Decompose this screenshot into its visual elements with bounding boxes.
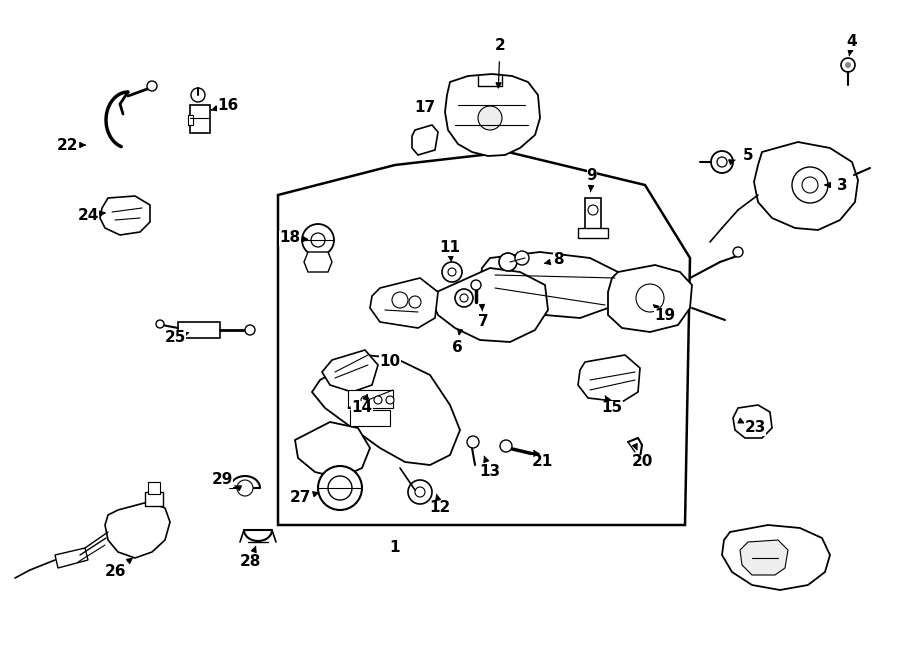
Circle shape <box>302 224 334 256</box>
Text: 20: 20 <box>631 455 652 469</box>
Bar <box>148 482 160 494</box>
Circle shape <box>448 268 456 276</box>
Circle shape <box>328 476 352 500</box>
Bar <box>188 115 193 125</box>
Text: 8: 8 <box>553 253 563 268</box>
Text: 28: 28 <box>239 555 261 570</box>
Circle shape <box>845 62 851 68</box>
Circle shape <box>374 396 382 404</box>
Circle shape <box>245 325 255 335</box>
Polygon shape <box>740 540 788 575</box>
Bar <box>350 410 390 426</box>
Text: 13: 13 <box>480 465 500 479</box>
Polygon shape <box>304 252 332 272</box>
Circle shape <box>408 480 432 504</box>
Circle shape <box>361 396 369 404</box>
Polygon shape <box>722 525 830 590</box>
Polygon shape <box>430 268 548 342</box>
Text: 16: 16 <box>218 98 238 112</box>
Polygon shape <box>105 502 170 558</box>
Circle shape <box>442 262 462 282</box>
Polygon shape <box>480 252 620 318</box>
Polygon shape <box>608 265 692 332</box>
Text: 2: 2 <box>495 38 506 52</box>
Circle shape <box>792 167 828 203</box>
Bar <box>145 492 163 506</box>
Text: 25: 25 <box>165 330 185 346</box>
Circle shape <box>191 88 205 102</box>
Circle shape <box>237 480 253 496</box>
Circle shape <box>500 440 512 452</box>
Bar <box>585 198 601 230</box>
Polygon shape <box>445 74 540 156</box>
Circle shape <box>147 81 157 91</box>
Polygon shape <box>578 355 640 402</box>
Text: 17: 17 <box>414 100 436 116</box>
Polygon shape <box>100 196 150 235</box>
Circle shape <box>415 487 425 497</box>
Text: 29: 29 <box>212 473 233 488</box>
Text: 15: 15 <box>601 401 623 416</box>
Circle shape <box>515 251 529 265</box>
Circle shape <box>460 294 468 302</box>
Polygon shape <box>370 278 438 328</box>
Text: 3: 3 <box>837 178 847 192</box>
Polygon shape <box>295 422 370 478</box>
Circle shape <box>478 106 502 130</box>
Polygon shape <box>55 548 88 568</box>
Circle shape <box>318 466 362 510</box>
Text: 10: 10 <box>380 354 400 369</box>
Circle shape <box>455 289 473 307</box>
Circle shape <box>636 284 664 312</box>
Text: 1: 1 <box>390 541 400 555</box>
Bar <box>190 105 210 133</box>
Circle shape <box>717 157 727 167</box>
Polygon shape <box>312 355 460 465</box>
Circle shape <box>841 58 855 72</box>
Bar <box>348 390 393 408</box>
Circle shape <box>409 296 421 308</box>
Polygon shape <box>412 125 438 155</box>
Text: 4: 4 <box>847 34 858 50</box>
Text: 7: 7 <box>478 315 489 329</box>
Circle shape <box>471 280 481 290</box>
Text: 6: 6 <box>452 340 463 356</box>
Circle shape <box>802 177 818 193</box>
Text: 27: 27 <box>289 490 310 506</box>
Circle shape <box>156 320 164 328</box>
Bar <box>178 322 220 338</box>
Text: 21: 21 <box>531 455 553 469</box>
Polygon shape <box>754 142 858 230</box>
Circle shape <box>499 253 517 271</box>
Polygon shape <box>733 405 772 438</box>
Text: 14: 14 <box>351 401 373 416</box>
Circle shape <box>311 233 325 247</box>
Text: 24: 24 <box>77 208 99 223</box>
Circle shape <box>711 151 733 173</box>
Text: 5: 5 <box>742 147 753 163</box>
Polygon shape <box>322 350 378 392</box>
Text: 12: 12 <box>429 500 451 516</box>
Bar <box>578 228 608 238</box>
Circle shape <box>386 396 394 404</box>
Text: 18: 18 <box>279 231 301 245</box>
Circle shape <box>467 436 479 448</box>
Circle shape <box>392 292 408 308</box>
Text: 22: 22 <box>58 137 79 153</box>
Circle shape <box>588 205 598 215</box>
Text: 19: 19 <box>654 307 676 323</box>
Text: 23: 23 <box>744 420 766 436</box>
Text: 9: 9 <box>587 167 598 182</box>
Circle shape <box>733 247 743 257</box>
Text: 11: 11 <box>439 241 461 256</box>
Text: 26: 26 <box>104 564 126 580</box>
